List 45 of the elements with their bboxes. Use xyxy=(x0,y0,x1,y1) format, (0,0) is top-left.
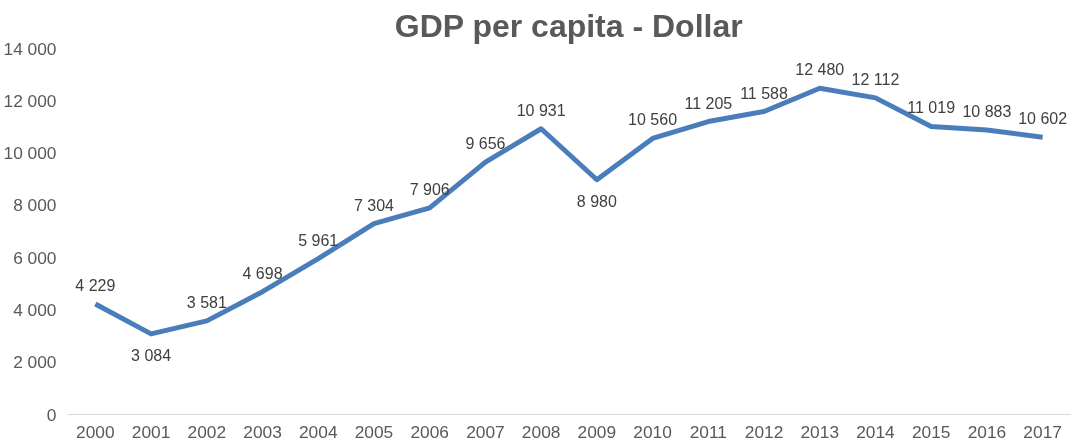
x-tick-label: 2009 xyxy=(577,421,617,442)
y-tick-label: 2 000 xyxy=(13,352,57,373)
x-tick-label: 2011 xyxy=(689,421,727,442)
y-tick-label: 10 000 xyxy=(3,143,57,164)
data-label: 10 602 xyxy=(1018,110,1068,128)
x-tick-label: 2000 xyxy=(76,421,115,442)
data-label: 5 961 xyxy=(298,231,339,249)
data-label: 7 906 xyxy=(409,180,450,198)
data-label: 4 229 xyxy=(75,276,116,294)
chart-title: GDP per capita - Dollar xyxy=(394,7,743,44)
data-label: 9 656 xyxy=(465,135,506,153)
x-tick-label: 2010 xyxy=(633,421,672,442)
x-tick-label: 2002 xyxy=(187,421,227,442)
x-tick-label: 2015 xyxy=(911,421,951,442)
data-label: 3 581 xyxy=(186,293,227,311)
y-tick-label: 4 000 xyxy=(13,299,57,320)
x-tick-label: 2012 xyxy=(744,421,784,442)
y-tick-label: 6 000 xyxy=(13,247,57,268)
x-tick-label: 2001 xyxy=(131,421,171,442)
data-label: 12 112 xyxy=(851,70,900,88)
y-tick-label: 12 000 xyxy=(3,90,57,111)
x-tick-label: 2013 xyxy=(800,421,840,442)
data-label: 7 304 xyxy=(353,196,395,214)
y-tick-label: 14 000 xyxy=(3,38,57,59)
data-label: 8 980 xyxy=(576,192,617,210)
data-label: 12 480 xyxy=(795,61,845,79)
data-label: 10 560 xyxy=(628,111,678,129)
data-label: 3 084 xyxy=(131,346,172,364)
x-tick-label: 2017 xyxy=(1023,421,1062,442)
x-tick-label: 2014 xyxy=(856,421,896,442)
data-label: 4 698 xyxy=(242,264,283,282)
y-tick-label: 0 xyxy=(46,404,57,425)
data-label: 11 019 xyxy=(907,99,956,117)
data-label: 10 931 xyxy=(516,101,566,119)
data-label: 10 883 xyxy=(962,102,1012,120)
x-tick-label: 2005 xyxy=(354,421,394,442)
x-tick-label: 2004 xyxy=(298,421,338,442)
x-tick-label: 2006 xyxy=(410,421,449,442)
y-tick-label: 8 000 xyxy=(13,195,57,216)
x-tick-label: 2008 xyxy=(521,421,561,442)
data-label: 11 205 xyxy=(684,94,733,112)
x-tick-label: 2016 xyxy=(967,421,1007,442)
data-label: 11 588 xyxy=(740,84,788,102)
x-tick-label: 2003 xyxy=(243,421,282,442)
x-tick-label: 2007 xyxy=(466,421,505,442)
